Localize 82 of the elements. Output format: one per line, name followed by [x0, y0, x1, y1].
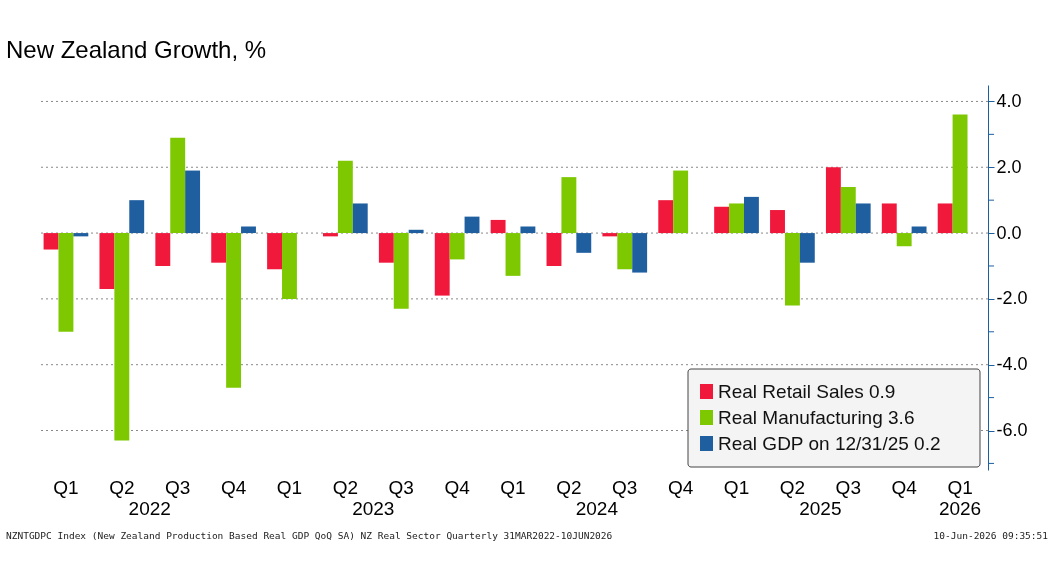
bar: [211, 233, 227, 263]
y-tick-label: -2.0: [996, 288, 1028, 309]
bar: [226, 233, 242, 388]
bar: [617, 233, 633, 270]
x-tick-label: Q1: [500, 476, 526, 498]
text: 2022: [128, 498, 171, 519]
bar: [505, 233, 521, 276]
legend-label: Real Retail Sales 0.9: [718, 381, 896, 402]
text: 10-Jun-2026 09:35:51: [933, 530, 1049, 541]
text: 2024: [575, 498, 619, 519]
bar: [43, 233, 59, 250]
bar: [952, 114, 968, 234]
bar: [408, 229, 424, 234]
bar: [520, 226, 536, 234]
legend-label: Real GDP on 12/31/25 0.2: [718, 433, 941, 454]
bar: [241, 226, 256, 234]
y-tick-label: 0.0: [996, 222, 1022, 243]
legend-label: Real Manufacturing 3.6: [718, 407, 915, 428]
bar: [267, 233, 283, 270]
bar: [881, 203, 897, 234]
bar: [799, 233, 815, 263]
x-tick-label: Q2: [556, 476, 582, 498]
bar: [546, 233, 562, 266]
bar: [449, 233, 465, 260]
bar: [337, 160, 353, 234]
bar: [770, 210, 785, 234]
x-tick-label: Q1: [53, 476, 79, 498]
bar: [632, 233, 648, 273]
y-tick-label: -4.0: [996, 354, 1028, 375]
y-tick-label: 4.0: [996, 90, 1022, 111]
bar: [490, 219, 506, 234]
text: 2023: [352, 498, 395, 519]
x-tick-label: Q3: [835, 476, 861, 498]
bar: [155, 233, 171, 266]
x-tick-label: Q4: [891, 476, 918, 498]
bar: [602, 233, 618, 237]
bar: [185, 170, 201, 234]
bar: [99, 233, 115, 290]
bar: [658, 200, 674, 234]
bar: [170, 137, 186, 234]
bar: [576, 233, 592, 253]
bar: [464, 216, 480, 234]
bar: [561, 177, 577, 234]
y-tick-label: 2.0: [996, 156, 1022, 177]
bar: [434, 233, 450, 296]
x-tick-label: Q4: [667, 476, 694, 498]
x-tick-label: Q4: [444, 476, 471, 498]
bar: [673, 170, 689, 234]
bar: [840, 187, 856, 234]
bar: [937, 203, 953, 234]
text: 2026: [938, 498, 982, 519]
bar: [825, 167, 841, 234]
bar: [114, 233, 130, 441]
bar: [73, 233, 89, 237]
x-tick-label: Q2: [779, 476, 806, 498]
bar: [352, 203, 368, 234]
text: 2025: [799, 498, 842, 519]
bar: [743, 196, 759, 234]
bar: [855, 203, 871, 234]
y-tick-label: -6.0: [996, 420, 1028, 441]
x-tick-label: Q1: [276, 476, 303, 498]
bar: [714, 206, 730, 234]
bar: [393, 233, 409, 309]
x-tick-label: Q1: [723, 476, 750, 498]
x-tick-label: Q2: [109, 476, 135, 498]
x-tick-label: Q3: [612, 476, 638, 498]
bar: [896, 233, 912, 247]
x-tick-label: Q4: [220, 476, 247, 498]
text: NZNTGDPC Index (New Zealand Production Based Real GDP QoQ SA) NZ Real Sector Quarterly 31MAR2022-10JUN2026: [6, 530, 613, 541]
bar: [729, 203, 744, 234]
bar: [58, 233, 74, 332]
x-tick-label: Q3: [388, 476, 414, 498]
bar: [911, 226, 927, 234]
chart-title: New Zealand Growth, %: [6, 36, 267, 63]
bar: [282, 233, 297, 299]
bar: [323, 233, 338, 237]
bar: [784, 233, 800, 306]
bar: [129, 200, 145, 234]
x-tick-label: Q1: [947, 476, 973, 498]
bar: [378, 233, 394, 263]
x-tick-label: Q2: [332, 476, 359, 498]
x-tick-label: Q3: [165, 476, 191, 498]
